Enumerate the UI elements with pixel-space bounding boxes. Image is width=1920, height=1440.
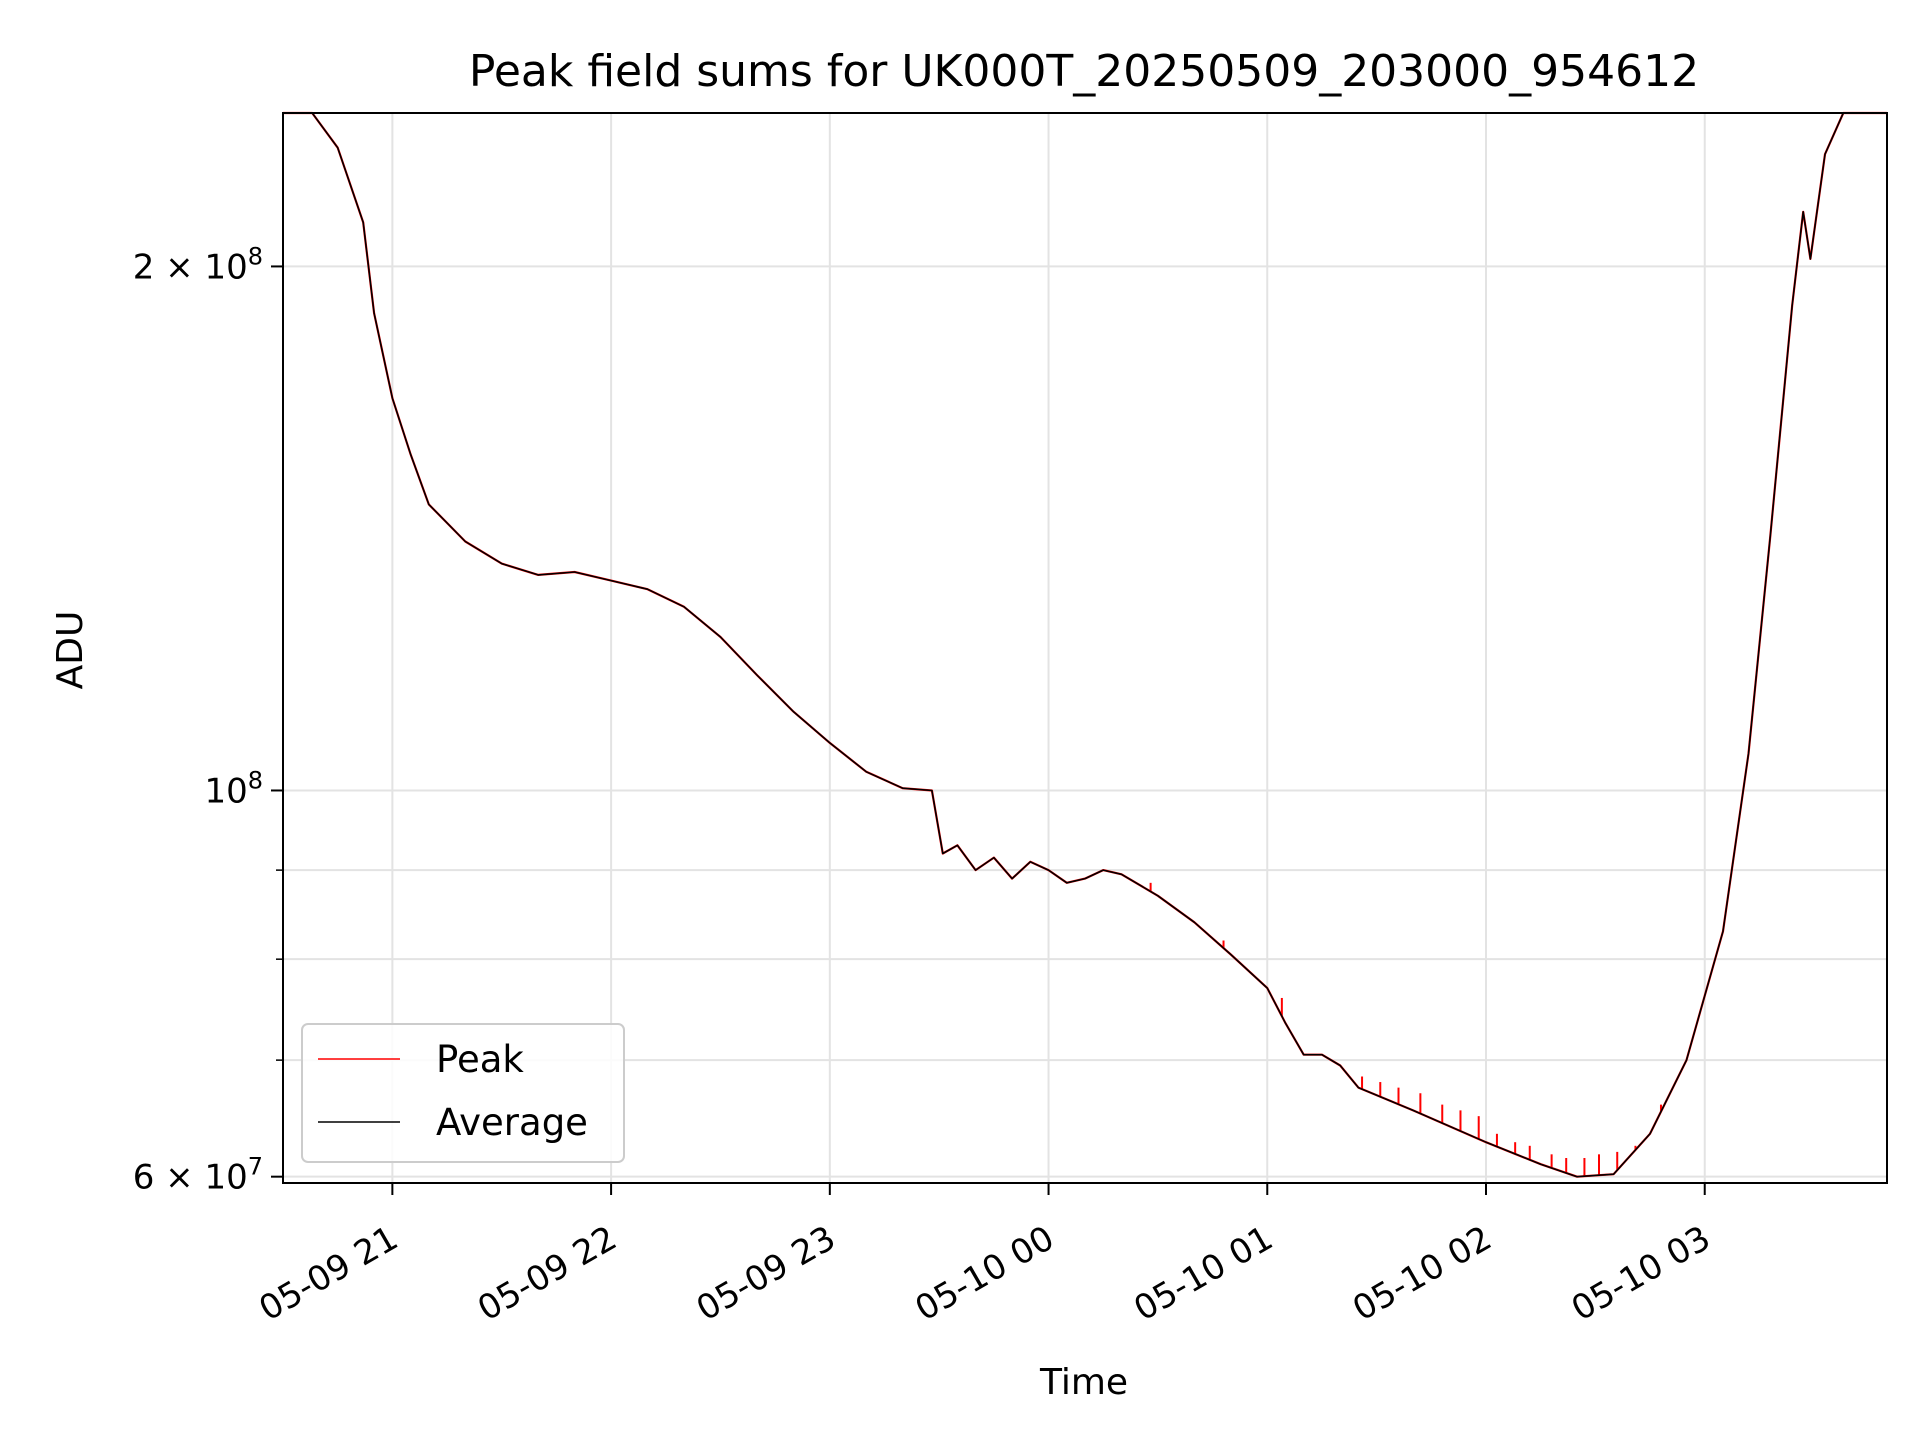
legend: Peak Average — [301, 1023, 625, 1163]
y-tick-label: 6 × 107 — [133, 1153, 263, 1198]
average-series-line — [283, 112, 1887, 1178]
legend-peak-label: Peak — [436, 1038, 524, 1081]
legend-average-label: Average — [436, 1101, 588, 1144]
x-tick-label: 05-10 00 — [909, 1218, 1061, 1329]
chart-title: Peak field sums for UK000T_20250509_2030… — [469, 46, 1699, 97]
y-axis-label: ADU — [50, 611, 91, 690]
series-layer — [283, 111, 1887, 1178]
grid — [283, 113, 1887, 1183]
x-tick-label: 05-09 21 — [252, 1218, 404, 1329]
plot-frame — [282, 112, 1888, 1184]
y-tick-label: 2 × 108 — [133, 242, 263, 287]
x-tick-label: 05-09 22 — [471, 1218, 623, 1329]
x-tick-label: 05-10 02 — [1346, 1218, 1498, 1329]
x-tick-label: 05-10 01 — [1127, 1218, 1279, 1329]
x-tick-label: 05-09 23 — [690, 1218, 842, 1329]
x-axis-label: Time — [1039, 1362, 1128, 1403]
ticks: 05-09 21 05-09 22 05-09 23 05-10 00 05-10 01… — [133, 242, 1718, 1329]
y-tick-label: 108 — [204, 766, 263, 811]
peak-series-line — [283, 111, 1887, 1178]
x-tick-label: 05-10 03 — [1565, 1218, 1717, 1329]
